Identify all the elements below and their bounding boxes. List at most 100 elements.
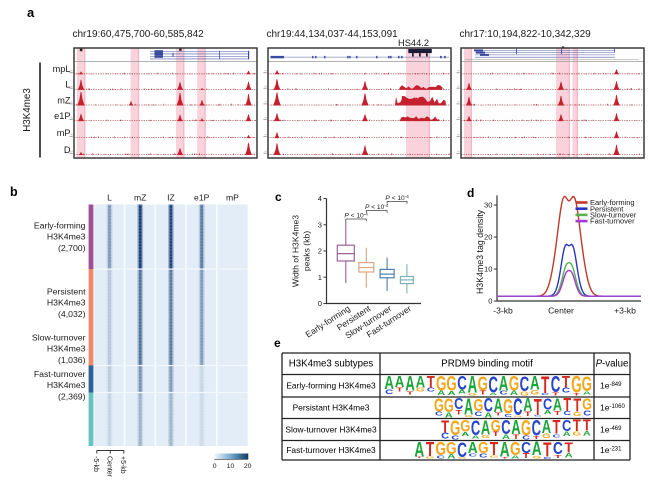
svg-text:A: A — [532, 438, 542, 460]
svg-text:Fast-turnover: Fast-turnover — [590, 217, 635, 226]
svg-text:-3-kb: -3-kb — [493, 306, 513, 316]
svg-text:C: C — [521, 440, 531, 457]
svg-text:H3K4me3: H3K4me3 — [47, 232, 86, 242]
svg-text:G: G — [573, 411, 582, 417]
svg-text:C: C — [451, 434, 460, 441]
svg-text:T: T — [552, 392, 560, 397]
svg-text:T: T — [573, 392, 580, 396]
svg-text:T: T — [554, 410, 562, 417]
svg-text:A: A — [468, 373, 478, 399]
svg-text:Persistent: Persistent — [590, 204, 624, 213]
svg-text:G: G — [436, 371, 446, 395]
svg-text:chr19:44,134,037-44,153,091: chr19:44,134,037-44,153,091 — [267, 29, 399, 40]
svg-text:mpL: mpL — [53, 64, 71, 74]
svg-text:T: T — [565, 440, 574, 457]
svg-text:c: c — [275, 190, 282, 204]
svg-text:G: G — [468, 392, 477, 396]
svg-text:10: 10 — [227, 463, 235, 470]
svg-text:+3-kb: +3-kb — [614, 306, 636, 316]
svg-text:G: G — [478, 439, 489, 457]
svg-text:A: A — [583, 430, 591, 437]
svg-text:P < 10-4: P < 10-4 — [344, 212, 368, 220]
svg-text:L: L — [107, 193, 112, 203]
svg-text:A: A — [553, 396, 562, 415]
svg-text:T: T — [492, 431, 499, 438]
svg-text:20: 20 — [244, 463, 252, 470]
svg-text:A: A — [481, 415, 491, 439]
svg-text:chr17:10,194,822-10,342,329: chr17:10,194,822-10,342,329 — [460, 29, 592, 40]
svg-text:T: T — [541, 372, 549, 399]
svg-text:IZ: IZ — [167, 193, 175, 203]
svg-text:C: C — [500, 390, 509, 396]
svg-text:C: C — [484, 395, 493, 416]
svg-text:T: T — [533, 435, 541, 440]
svg-text:G: G — [521, 416, 531, 440]
svg-text:G: G — [542, 432, 551, 439]
svg-text:C: C — [562, 418, 572, 436]
svg-text:G: G — [520, 390, 529, 396]
svg-text:T: T — [501, 456, 508, 459]
svg-text:P < 10-4: P < 10-4 — [365, 203, 389, 211]
svg-text:1e-231: 1e-231 — [600, 445, 622, 455]
svg-text:1e-849: 1e-849 — [600, 381, 622, 391]
svg-text:G: G — [509, 371, 519, 395]
svg-text:C: C — [534, 415, 542, 418]
svg-text:C: C — [501, 415, 510, 439]
svg-text:A: A — [461, 431, 470, 437]
svg-text:A: A — [511, 455, 520, 460]
svg-text:Slow-turnover H3K4me3: Slow-turnover H3K4me3 — [285, 424, 377, 434]
svg-text:G: G — [530, 389, 539, 396]
svg-text:A: A — [511, 416, 520, 439]
svg-text:0: 0 — [488, 297, 492, 306]
svg-text:20: 20 — [484, 233, 492, 242]
svg-text:T: T — [543, 438, 552, 462]
svg-text:A: A — [583, 390, 591, 395]
svg-text:HS44.2: HS44.2 — [398, 38, 429, 48]
svg-text:Center: Center — [548, 306, 574, 316]
svg-text:0: 0 — [213, 463, 217, 470]
svg-text:A: A — [468, 440, 478, 457]
svg-text:T: T — [554, 454, 562, 459]
svg-text:1e-469: 1e-469 — [600, 424, 622, 434]
svg-text:A: A — [510, 390, 519, 397]
svg-text:G: G — [582, 372, 592, 396]
svg-text:A: A — [458, 389, 467, 395]
svg-text:C: C — [427, 387, 436, 393]
svg-text:C: C — [441, 432, 449, 441]
svg-text:a: a — [27, 5, 35, 20]
svg-text:Slow-turnover: Slow-turnover — [590, 211, 637, 220]
svg-text:A: A — [437, 390, 446, 397]
svg-text:D: D — [64, 145, 71, 155]
svg-text:(2,369): (2,369) — [58, 392, 86, 402]
svg-text:T: T — [573, 395, 581, 416]
svg-text:G: G — [582, 396, 592, 414]
svg-text:C: C — [543, 396, 552, 414]
svg-text:H3K4me3 subtypes: H3K4me3 subtypes — [289, 359, 374, 370]
svg-text:C: C — [553, 433, 561, 439]
svg-text:G: G — [481, 434, 490, 440]
svg-text:G: G — [450, 416, 460, 440]
svg-text:T: T — [490, 439, 498, 460]
svg-text:T: T — [455, 408, 462, 415]
svg-text:T: T — [525, 410, 532, 417]
svg-text:A: A — [416, 373, 426, 392]
svg-text:3: 3 — [318, 220, 322, 229]
svg-text:C: C — [583, 409, 591, 417]
svg-text:L: L — [65, 80, 70, 90]
svg-text:P-value: P-value — [596, 359, 629, 370]
svg-text:A: A — [405, 372, 415, 396]
svg-text:C: C — [471, 415, 481, 439]
svg-text:C: C — [475, 410, 483, 418]
svg-text:G: G — [510, 439, 521, 460]
svg-text:T: T — [522, 452, 529, 460]
svg-text:C: C — [488, 373, 498, 399]
svg-text:mP: mP — [57, 128, 71, 138]
svg-text:A: A — [447, 453, 456, 460]
svg-text:A: A — [499, 371, 509, 395]
svg-text:T: T — [513, 433, 520, 440]
svg-text:C: C — [454, 396, 463, 414]
svg-text:A: A — [523, 396, 532, 416]
svg-text:1e-1060: 1e-1060 — [600, 403, 625, 413]
svg-text:A: A — [384, 373, 394, 394]
svg-text:A: A — [484, 411, 492, 419]
